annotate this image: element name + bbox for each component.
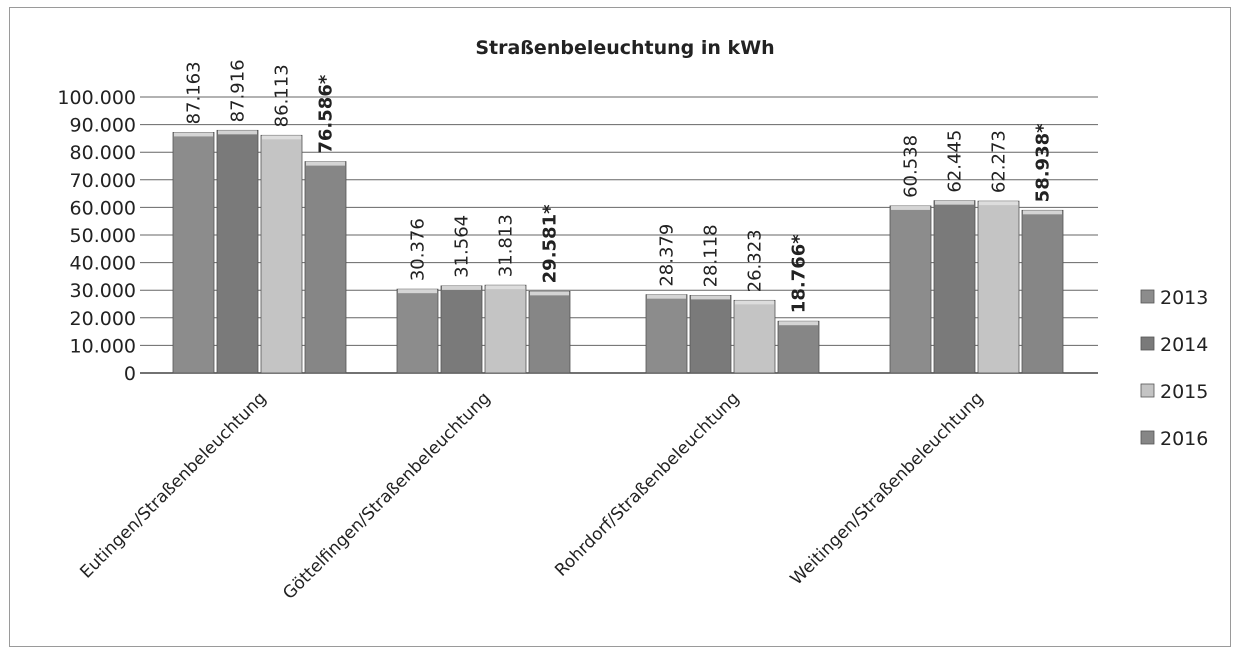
bar xyxy=(645,294,688,374)
bar-highlight xyxy=(262,135,301,140)
y-tick-label: 100.000 xyxy=(57,87,136,109)
bar-highlight xyxy=(979,201,1018,206)
bar xyxy=(1021,209,1064,374)
y-tick-label: 10.000 xyxy=(70,335,136,357)
legend: 2013 2014 2015 2016 xyxy=(1140,287,1208,450)
bar xyxy=(396,288,439,374)
bar xyxy=(440,285,483,374)
y-tick-label: 0 xyxy=(124,363,136,385)
data-label: 18.766* xyxy=(789,234,810,313)
data-label: 86.113 xyxy=(272,64,293,127)
legend-swatch xyxy=(1140,336,1155,351)
bar xyxy=(172,132,215,374)
bar xyxy=(977,200,1020,374)
legend-swatch xyxy=(1140,430,1155,445)
legend-label: 2013 xyxy=(1160,287,1208,309)
bar-highlight xyxy=(735,300,774,305)
data-label: 31.813 xyxy=(496,214,517,277)
data-label: 76.586* xyxy=(316,74,337,153)
data-labels: 87.163 87.916 86.113 76.586* 30.376 31.564 31.… xyxy=(184,59,1054,313)
x-category-label: Weitingen/Straßenbeleuchtung xyxy=(787,388,988,589)
legend-label: 2014 xyxy=(1160,334,1208,356)
y-tick-label: 70.000 xyxy=(70,170,136,192)
bar-highlight xyxy=(935,200,974,205)
bar-highlight xyxy=(486,285,525,290)
bar xyxy=(304,161,347,374)
bar xyxy=(933,200,976,374)
bars xyxy=(172,129,1064,374)
legend-label: 2015 xyxy=(1160,381,1208,403)
bar xyxy=(777,320,820,374)
bar xyxy=(484,284,527,374)
legend-swatch xyxy=(1140,383,1155,398)
bar xyxy=(528,290,571,374)
data-label: 62.445 xyxy=(945,130,966,193)
legend-label: 2016 xyxy=(1160,428,1208,450)
x-category-label: Eutingen/Straßenbeleuchtung xyxy=(76,388,270,582)
data-label: 28.118 xyxy=(701,224,722,287)
bar xyxy=(733,299,776,374)
chart-title: Straßenbeleuchtung in kWh xyxy=(475,37,774,59)
data-label: 62.273 xyxy=(989,130,1010,193)
bar xyxy=(216,129,259,374)
y-tick-label: 20.000 xyxy=(70,308,136,330)
y-tick-label: 80.000 xyxy=(70,142,136,164)
legend-swatch xyxy=(1140,289,1155,304)
data-label: 87.916 xyxy=(228,59,249,122)
y-tick-label: 50.000 xyxy=(70,225,136,247)
y-tick-label: 60.000 xyxy=(70,197,136,219)
bar-highlight xyxy=(306,161,345,166)
data-label: 28.379 xyxy=(657,224,678,287)
bar-highlight xyxy=(1023,210,1062,215)
data-label: 58.938* xyxy=(1033,123,1054,202)
bar-highlight xyxy=(530,291,569,296)
bar-highlight xyxy=(442,285,481,290)
y-tick-label: 30.000 xyxy=(70,280,136,302)
data-label: 30.376 xyxy=(408,218,429,281)
bar-highlight xyxy=(398,289,437,294)
bar-highlight xyxy=(891,205,930,210)
bar-highlight xyxy=(779,321,818,326)
bar-highlight xyxy=(647,294,686,299)
bar xyxy=(889,205,932,374)
x-category-label: Rohrdorf/Straßenbeleuchtung xyxy=(551,388,743,580)
x-category-label: Göttelfingen/Straßenbeleuchtung xyxy=(279,388,494,603)
x-axis-categories: Eutingen/Straßenbeleuchtung Göttelfingen/… xyxy=(76,388,987,603)
bar-highlight xyxy=(691,295,730,300)
y-tick-label: 40.000 xyxy=(70,253,136,275)
data-label: 26.323 xyxy=(745,229,766,292)
data-label: 60.538 xyxy=(901,135,922,198)
bar-highlight xyxy=(218,130,257,135)
y-tick-label: 90.000 xyxy=(70,115,136,137)
data-label: 87.163 xyxy=(184,61,205,124)
bar xyxy=(689,294,732,374)
bar xyxy=(260,134,303,374)
data-label: 29.581* xyxy=(540,204,561,283)
data-label: 31.564 xyxy=(452,215,473,278)
y-axis-ticks: 0 10.000 20.000 30.000 40.000 50.000 60.000 70.… xyxy=(57,87,136,385)
bar-highlight xyxy=(174,132,213,137)
